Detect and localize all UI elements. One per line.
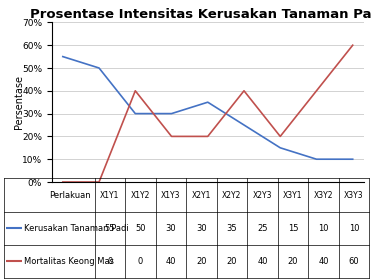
Text: 50: 50	[135, 224, 145, 233]
Text: 40: 40	[318, 257, 329, 266]
Text: X3Y2: X3Y2	[313, 191, 333, 200]
Text: 35: 35	[227, 224, 237, 233]
Text: 10: 10	[349, 224, 359, 233]
Text: X2Y1: X2Y1	[192, 191, 211, 200]
Title: Prosentase Intensitas Kerusakan Tanaman Padi: Prosentase Intensitas Kerusakan Tanaman …	[30, 8, 371, 21]
Text: 40: 40	[257, 257, 267, 266]
Text: 20: 20	[227, 257, 237, 266]
Text: 20: 20	[288, 257, 298, 266]
Text: 15: 15	[288, 224, 298, 233]
Text: 25: 25	[257, 224, 267, 233]
Text: X3Y1: X3Y1	[283, 191, 303, 200]
Text: Kerusakan Tanaman Padi: Kerusakan Tanaman Padi	[24, 224, 129, 233]
Text: 60: 60	[349, 257, 359, 266]
Text: Perlakuan: Perlakuan	[49, 191, 91, 200]
Text: 30: 30	[165, 224, 176, 233]
Text: X2Y3: X2Y3	[253, 191, 272, 200]
Text: Mortalitas Keong Mas: Mortalitas Keong Mas	[24, 257, 114, 266]
Text: 0: 0	[107, 257, 112, 266]
Text: 20: 20	[196, 257, 207, 266]
Text: X3Y3: X3Y3	[344, 191, 364, 200]
Text: X1Y1: X1Y1	[100, 191, 119, 200]
Text: 55: 55	[105, 224, 115, 233]
Text: X1Y3: X1Y3	[161, 191, 181, 200]
Text: 30: 30	[196, 224, 207, 233]
Text: 40: 40	[165, 257, 176, 266]
Text: X1Y2: X1Y2	[131, 191, 150, 200]
Y-axis label: Persentase: Persentase	[14, 75, 24, 129]
Text: 10: 10	[318, 224, 329, 233]
Text: X2Y2: X2Y2	[222, 191, 242, 200]
Text: 0: 0	[138, 257, 143, 266]
